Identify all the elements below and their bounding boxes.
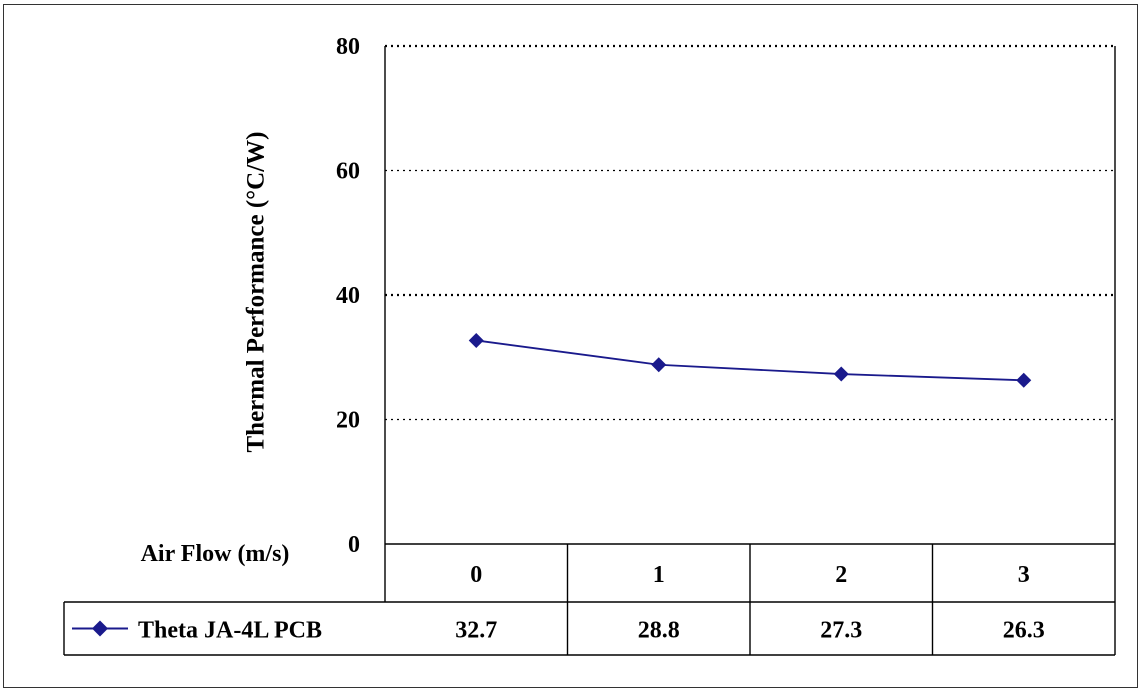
- data-label-3: 26.3: [1003, 618, 1045, 644]
- data-label-2: 27.3: [820, 618, 862, 644]
- data-point-2: [833, 366, 849, 382]
- x-tick-3: 3: [1018, 562, 1030, 588]
- y-tick-40: 40: [336, 283, 360, 309]
- x-tick-2: 2: [835, 562, 847, 588]
- data-point-3: [1016, 372, 1032, 388]
- x-tick-0: 0: [470, 562, 482, 588]
- data-table: 0 1 2 3 Theta JA-4L PCB 32.7 28.8 27.3 26.3: [63, 544, 1115, 656]
- x-tick-1: 1: [653, 562, 665, 588]
- y-tick-60: 60: [336, 159, 360, 185]
- x-axis-label: Air Flow (m/s): [141, 541, 290, 567]
- legend-marker: [92, 620, 108, 637]
- y-axis-label: Thermal Performance (°C/W): [243, 132, 270, 453]
- legend-series-name: Theta JA-4L PCB: [138, 618, 322, 644]
- data-label-1: 28.8: [638, 618, 680, 644]
- data-point-1: [651, 357, 667, 373]
- series-polyline: [476, 339, 1024, 382]
- y-tick-labels: 0 20 40 60 80: [336, 34, 360, 558]
- data-label-0: 32.7: [455, 618, 497, 644]
- y-tick-80: 80: [336, 34, 360, 60]
- chart-frame: [3, 4, 1138, 688]
- data-point-0: [468, 332, 484, 348]
- grid-lines: [385, 44, 1115, 421]
- series-line: [468, 332, 1032, 388]
- y-tick-0: 0: [348, 532, 360, 558]
- y-tick-20: 20: [336, 408, 360, 434]
